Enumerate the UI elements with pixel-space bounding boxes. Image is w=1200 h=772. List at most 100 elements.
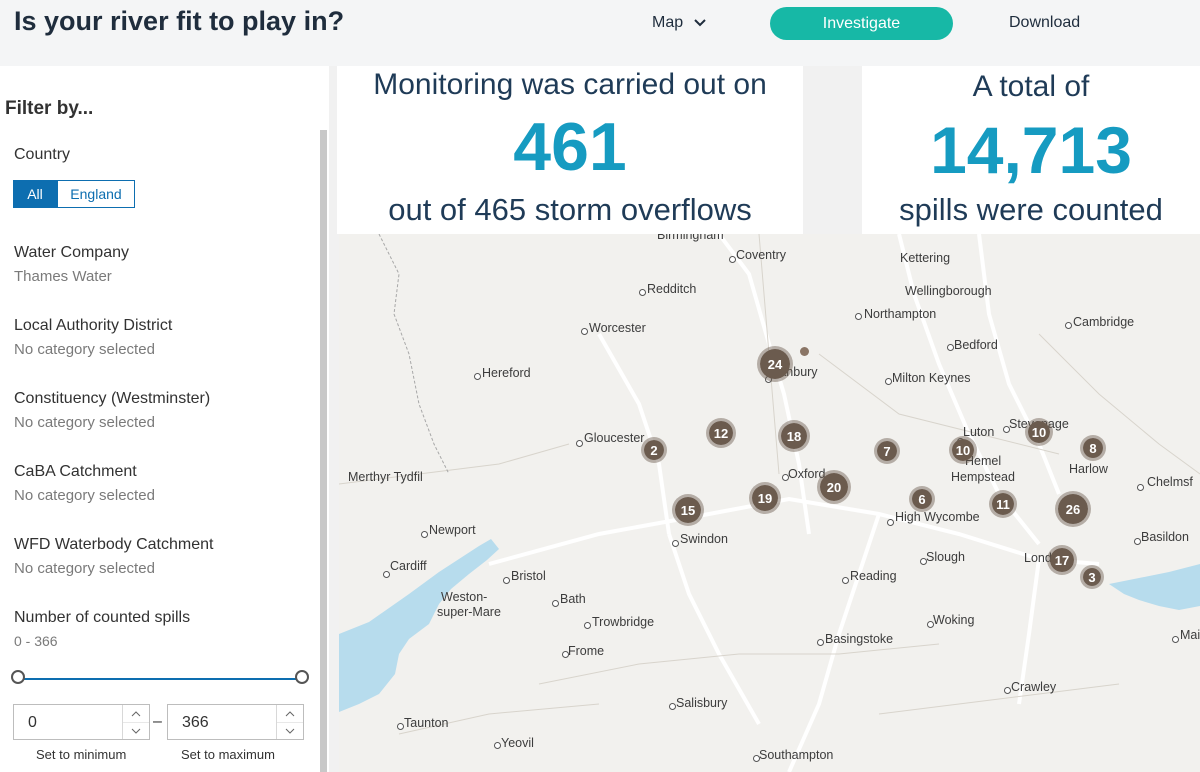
spills-stat-panel: A total of 14,713 spills were counted: [862, 66, 1200, 234]
town-dot: [1172, 636, 1179, 643]
spill-cluster[interactable]: 20: [817, 470, 851, 504]
town-dot: [1004, 687, 1011, 694]
map-menu-label: Map: [652, 14, 684, 31]
spill-cluster[interactable]: 17: [1047, 545, 1077, 575]
town-dot: [920, 558, 927, 565]
set-maximum-link[interactable]: Set to maximum: [181, 747, 275, 762]
filter-sidebar: Filter by... Country All England Water C…: [0, 66, 329, 772]
town-dot: [669, 703, 676, 710]
town-dot: [885, 378, 892, 385]
place-label: Bath: [560, 592, 586, 606]
spills-max-increment[interactable]: [277, 705, 303, 723]
place-label: Taunton: [404, 716, 449, 730]
app-header: Is your river fit to play in? Map Invest…: [0, 0, 1200, 66]
local-authority-label[interactable]: Local Authority District: [14, 317, 173, 334]
set-minimum-link[interactable]: Set to minimum: [36, 747, 127, 762]
spill-cluster[interactable]: 15: [672, 494, 704, 526]
map-basemap: [339, 234, 1200, 772]
town-dot: [474, 373, 481, 380]
constituency-value[interactable]: No category selected: [14, 414, 155, 431]
spills-min-input[interactable]: 0: [13, 704, 150, 740]
spill-cluster[interactable]: 18: [778, 420, 810, 452]
wfd-label[interactable]: WFD Waterbody Catchment: [14, 536, 214, 553]
place-label: Crawley: [1011, 680, 1057, 694]
town-dot: [1003, 426, 1010, 433]
spills-map[interactable]: Birmingham Coventry Kettering Redditch W…: [339, 234, 1200, 772]
spills-max-input[interactable]: 366: [167, 704, 304, 740]
town-dot: [552, 600, 559, 607]
town-dot: [1065, 322, 1072, 329]
spills-line2: spills were counted: [899, 192, 1163, 227]
place-label: Harlow: [1069, 462, 1108, 476]
investigate-button[interactable]: Investigate: [770, 7, 953, 40]
town-dot: [1137, 484, 1144, 491]
local-authority-value[interactable]: No category selected: [14, 341, 155, 358]
spills-slider-max-handle[interactable]: [295, 670, 309, 684]
spills-min-value: 0: [28, 714, 37, 731]
monitoring-line2: out of 465 storm overflows: [388, 192, 752, 227]
range-dash: –: [153, 713, 162, 730]
place-label: Chelmsf: [1147, 475, 1193, 489]
place-label: Newport: [429, 523, 476, 537]
water-company-value[interactable]: Thames Water: [14, 268, 112, 285]
place-label: Weston-: [441, 590, 488, 604]
chevron-down-icon: [131, 728, 141, 734]
place-label: Swindon: [680, 532, 728, 546]
spill-cluster[interactable]: 11: [989, 490, 1017, 518]
place-label: Bristol: [511, 569, 546, 583]
bristol-channel: [339, 539, 499, 712]
spill-cluster[interactable]: 7: [874, 438, 900, 464]
town-dot: [782, 474, 789, 481]
water-company-label[interactable]: Water Company: [14, 244, 129, 261]
spills-max-decrement[interactable]: [277, 722, 303, 739]
spills-slider-track[interactable]: [18, 678, 302, 680]
monitoring-count: 461: [513, 109, 627, 185]
place-label: Basildon: [1141, 530, 1189, 544]
spills-min-decrement[interactable]: [123, 722, 149, 739]
spills-max-value: 366: [182, 714, 209, 731]
spills-min-increment[interactable]: [123, 705, 149, 723]
spill-cluster[interactable]: 10: [1025, 418, 1053, 446]
place-label: Bedford: [954, 338, 998, 352]
spill-cluster[interactable]: 19: [749, 482, 781, 514]
spill-cluster[interactable]: 24: [757, 346, 793, 382]
monitoring-stat-panel: Monitoring was carried out on 461 out of…: [337, 66, 803, 234]
town-dot: [562, 651, 569, 658]
spill-cluster[interactable]: 26: [1055, 491, 1091, 527]
place-label: Basingstoke: [825, 632, 894, 646]
place-label: Merthyr Tydfil: [348, 470, 423, 484]
spill-cluster[interactable]: 6: [909, 486, 935, 512]
spill-cluster[interactable]: 10: [949, 436, 977, 464]
place-label: super-Mare: [437, 605, 501, 619]
place-label: Luton: [963, 425, 995, 439]
spills-max-spinner: [276, 705, 303, 739]
spill-cluster[interactable]: 3: [1080, 565, 1104, 589]
chevron-up-icon: [285, 710, 295, 716]
constituency-label[interactable]: Constituency (Westminster): [14, 390, 211, 407]
spill-cluster[interactable]: 12: [706, 418, 736, 448]
town-dot: [584, 622, 591, 629]
caba-label[interactable]: CaBA Catchment: [14, 463, 137, 480]
chevron-down-icon: [285, 728, 295, 734]
spills-label: Number of counted spills: [14, 609, 191, 626]
spill-cluster[interactable]: 8: [1080, 435, 1106, 461]
download-link[interactable]: Download: [1009, 14, 1081, 31]
country-all-button[interactable]: All: [13, 180, 57, 208]
caba-value[interactable]: No category selected: [14, 487, 155, 504]
map-menu[interactable]: Map: [652, 14, 707, 32]
wfd-value[interactable]: No category selected: [14, 560, 155, 577]
place-label: Woking: [933, 613, 975, 627]
place-label: Maidst: [1180, 628, 1200, 642]
town-dot: [672, 540, 679, 547]
place-label: Slough: [926, 550, 965, 564]
place-label: Kettering: [900, 251, 951, 265]
sidebar-scrollbar[interactable]: [320, 130, 327, 772]
spill-point[interactable]: [800, 347, 809, 356]
spill-cluster[interactable]: 2: [641, 437, 667, 463]
country-england-button[interactable]: England: [57, 180, 135, 208]
spills-min-spinner: [122, 705, 149, 739]
town-dot: [927, 621, 934, 628]
town-dot: [421, 531, 428, 538]
spills-slider-min-handle[interactable]: [11, 670, 25, 684]
place-label: Yeovil: [501, 736, 534, 750]
